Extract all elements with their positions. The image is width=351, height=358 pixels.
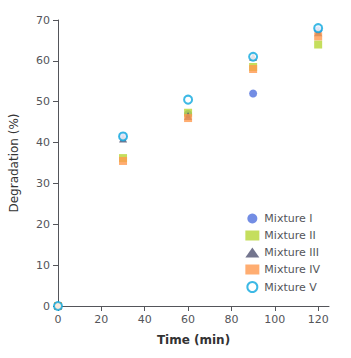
svg-text:Time (min): Time (min) <box>157 333 230 347</box>
svg-text:Mixture IV: Mixture IV <box>264 263 320 276</box>
svg-text:60: 60 <box>36 54 50 67</box>
svg-text:0: 0 <box>55 313 62 326</box>
svg-text:70: 70 <box>36 14 50 27</box>
svg-text:0: 0 <box>43 300 50 313</box>
svg-text:Mixture V: Mixture V <box>264 281 317 294</box>
svg-text:40: 40 <box>138 313 152 326</box>
svg-text:40: 40 <box>36 136 50 149</box>
svg-text:30: 30 <box>36 177 50 190</box>
svg-text:20: 20 <box>94 313 108 326</box>
svg-text:Mixture II: Mixture II <box>264 229 315 242</box>
svg-text:Mixture III: Mixture III <box>264 246 319 259</box>
svg-text:Mixture I: Mixture I <box>264 212 312 225</box>
svg-text:Degradation (%): Degradation (%) <box>7 113 21 212</box>
svg-text:80: 80 <box>224 313 238 326</box>
svg-text:60: 60 <box>181 313 195 326</box>
svg-text:10: 10 <box>36 259 50 272</box>
svg-text:100: 100 <box>264 313 285 326</box>
svg-text:20: 20 <box>36 218 50 231</box>
svg-text:120: 120 <box>308 313 329 326</box>
svg-text:50: 50 <box>36 95 50 108</box>
